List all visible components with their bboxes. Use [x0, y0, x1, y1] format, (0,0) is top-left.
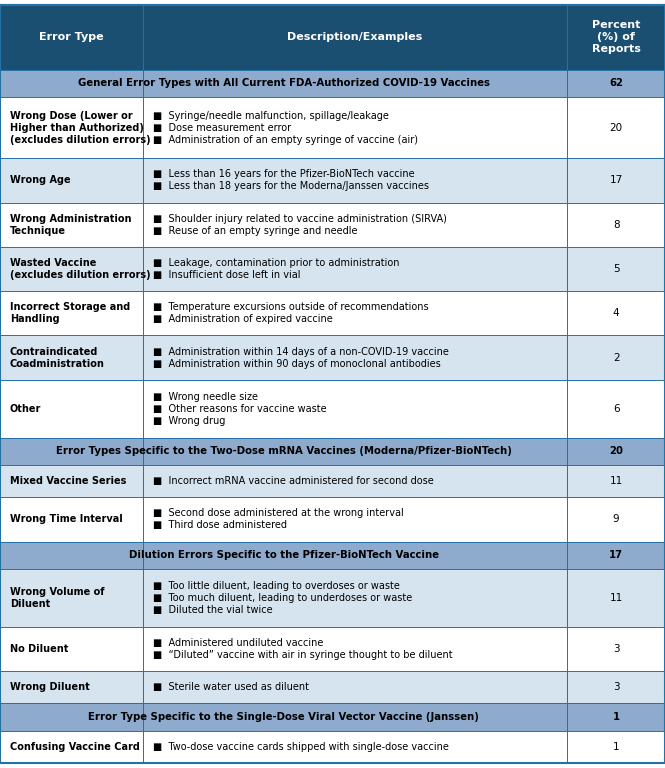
Text: General Error Types with All Current FDA-Authorized COVID-19 Vaccines: General Error Types with All Current FDA… [78, 78, 489, 88]
Bar [0, 671, 665, 703]
Text: ■  Temperature excursions outside of recommendations
■  Administration of expire: ■ Temperature excursions outside of reco… [153, 303, 429, 324]
Text: Contraindicated
Coadministration: Contraindicated Coadministration [10, 346, 105, 369]
Text: Confusing Vaccine Card: Confusing Vaccine Card [10, 742, 140, 752]
Text: Wrong Administration
Technique: Wrong Administration Technique [10, 214, 132, 236]
Text: ■  Too little diluent, leading to overdoses or waste
■  Too much diluent, leadin: ■ Too little diluent, leading to overdos… [153, 581, 412, 614]
Text: ■  Administered undiluted vaccine
■  “Diluted” vaccine with air in syringe thoug: ■ Administered undiluted vaccine ■ “Dilu… [153, 638, 453, 660]
Bar [0, 569, 665, 627]
Text: 17: 17 [610, 175, 622, 185]
Text: 3: 3 [613, 682, 619, 692]
Bar [0, 5, 665, 70]
Text: Wrong Volume of
Diluent: Wrong Volume of Diluent [10, 587, 104, 609]
Text: ■  Two-dose vaccine cards shipped with single-dose vaccine: ■ Two-dose vaccine cards shipped with si… [153, 742, 449, 752]
Text: 20: 20 [609, 446, 623, 456]
Text: Mixed Vaccine Series: Mixed Vaccine Series [10, 476, 126, 486]
Text: 1: 1 [612, 712, 620, 722]
Text: ■  Sterile water used as diluent: ■ Sterile water used as diluent [153, 682, 309, 692]
Text: 11: 11 [610, 593, 622, 603]
Text: No Diluent: No Diluent [10, 644, 68, 654]
Text: Other: Other [10, 404, 41, 414]
Bar [0, 203, 665, 247]
Text: Wasted Vaccine
(excludes dilution errors): Wasted Vaccine (excludes dilution errors… [10, 258, 151, 280]
Text: 62: 62 [609, 78, 623, 88]
Text: Wrong Diluent: Wrong Diluent [10, 682, 90, 692]
Bar [0, 730, 665, 763]
Text: 17: 17 [609, 550, 623, 560]
Text: Description/Examples: Description/Examples [287, 32, 423, 42]
Bar [0, 291, 665, 336]
Text: Wrong Dose (Lower or
Higher than Authorized)
(excludes dilution errors): Wrong Dose (Lower or Higher than Authori… [10, 111, 151, 144]
Text: 3: 3 [613, 644, 619, 654]
Text: 9: 9 [613, 515, 619, 525]
Text: Dilution Errors Specific to the Pfizer-BioNTech Vaccine: Dilution Errors Specific to the Pfizer-B… [128, 550, 439, 560]
Text: Incorrect Storage and
Handling: Incorrect Storage and Handling [10, 303, 130, 324]
Bar [0, 247, 665, 291]
Text: Error Type: Error Type [39, 32, 104, 42]
Text: Wrong Age: Wrong Age [10, 175, 70, 185]
Text: ■  Syringe/needle malfunction, spillage/leakage
■  Dose measurement error
■  Adm: ■ Syringe/needle malfunction, spillage/l… [153, 111, 418, 144]
Bar [0, 158, 665, 203]
Bar [0, 541, 665, 569]
Text: ■  Administration within 14 days of a non-COVID-19 vaccine
■  Administration wit: ■ Administration within 14 days of a non… [153, 346, 449, 369]
Text: ■  Less than 16 years for the Pfizer-BioNTech vaccine
■  Less than 18 years for : ■ Less than 16 years for the Pfizer-BioN… [153, 170, 429, 191]
Text: 20: 20 [610, 123, 622, 133]
Text: ■  Shoulder injury related to vaccine administration (SIRVA)
■  Reuse of an empt: ■ Shoulder injury related to vaccine adm… [153, 214, 447, 236]
Text: 1: 1 [613, 742, 619, 752]
Bar [0, 703, 665, 730]
Text: Wrong Time Interval: Wrong Time Interval [10, 515, 123, 525]
Text: ■  Leakage, contamination prior to administration
■  Insufficient dose left in v: ■ Leakage, contamination prior to admini… [153, 258, 400, 280]
Text: Percent
(%) of
Reports: Percent (%) of Reports [592, 21, 640, 55]
Text: ■  Incorrect mRNA vaccine administered for second dose: ■ Incorrect mRNA vaccine administered fo… [153, 476, 434, 486]
Bar [0, 379, 665, 438]
Bar [0, 336, 665, 379]
Text: Error Types Specific to the Two-Dose mRNA Vaccines (Moderna/Pfizer-BioNTech): Error Types Specific to the Two-Dose mRN… [56, 446, 511, 456]
Text: 6: 6 [613, 404, 619, 414]
Text: Error Type Specific to the Single-Dose Viral Vector Vaccine (Janssen): Error Type Specific to the Single-Dose V… [88, 712, 479, 722]
Bar [0, 70, 665, 97]
Bar [0, 465, 665, 497]
Text: ■  Second dose administered at the wrong interval
■  Third dose administered: ■ Second dose administered at the wrong … [153, 508, 404, 531]
Text: 2: 2 [613, 353, 619, 362]
Text: 4: 4 [613, 308, 619, 318]
Bar [0, 497, 665, 541]
Text: ■  Wrong needle size
■  Other reasons for vaccine waste
■  Wrong drug: ■ Wrong needle size ■ Other reasons for … [153, 392, 327, 425]
Bar [0, 627, 665, 671]
Text: 5: 5 [613, 264, 619, 274]
Bar [0, 97, 665, 158]
Text: 11: 11 [610, 476, 622, 486]
Bar [0, 438, 665, 465]
Text: 8: 8 [613, 220, 619, 230]
